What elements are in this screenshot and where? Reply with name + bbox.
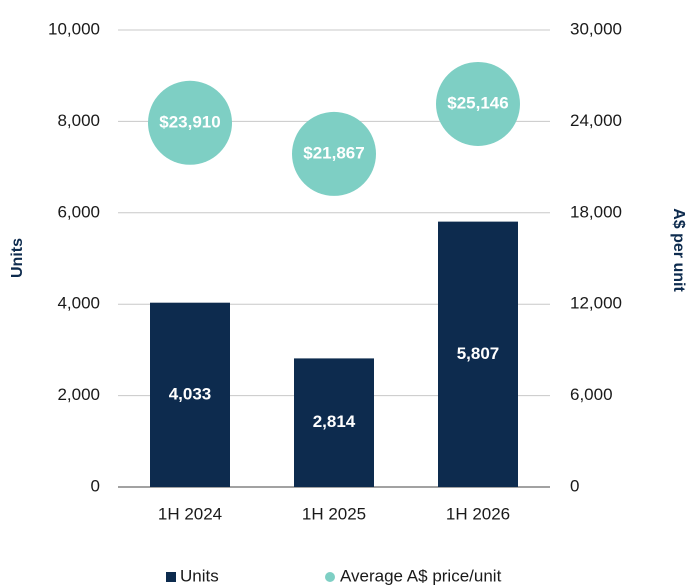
y2-tick-label: 18,000 [570, 202, 622, 221]
bubble [148, 80, 232, 165]
legend-swatch [325, 572, 335, 582]
legend-label: Average A$ price/unit [340, 566, 502, 585]
y2-tick-label: 24,000 [570, 111, 622, 130]
bar [294, 358, 374, 487]
bubble-value-label: $21,867 [303, 143, 364, 162]
bubble [436, 61, 520, 146]
x-tick-label: 1H 2025 [302, 504, 366, 523]
y-tick-label: 0 [91, 476, 100, 495]
y-axis-title: Units [9, 238, 26, 278]
bubble [292, 111, 376, 196]
y2-axis-title: A$ per unit [670, 208, 687, 292]
bar-value-label: 4,033 [169, 384, 212, 403]
legend-label: Units [180, 566, 219, 585]
y2-tick-label: 30,000 [570, 19, 622, 38]
bubble-value-label: $23,910 [159, 112, 220, 131]
y2-tick-label: 0 [570, 476, 579, 495]
y-tick-label: 6,000 [57, 202, 100, 221]
y-tick-label: 8,000 [57, 111, 100, 130]
bar [150, 302, 230, 487]
legend-swatch [166, 572, 176, 582]
bubble-value-label: $25,146 [447, 93, 508, 112]
y-tick-label: 2,000 [57, 385, 100, 404]
bar [438, 221, 518, 487]
bar-value-label: 2,814 [313, 412, 356, 431]
y2-tick-label: 6,000 [570, 385, 613, 404]
bar-value-label: 5,807 [457, 344, 500, 363]
y-tick-label: 10,000 [48, 19, 100, 38]
x-tick-label: 1H 2026 [446, 504, 510, 523]
y2-tick-label: 12,000 [570, 294, 622, 313]
x-tick-label: 1H 2024 [158, 504, 222, 523]
y-tick-label: 4,000 [57, 294, 100, 313]
